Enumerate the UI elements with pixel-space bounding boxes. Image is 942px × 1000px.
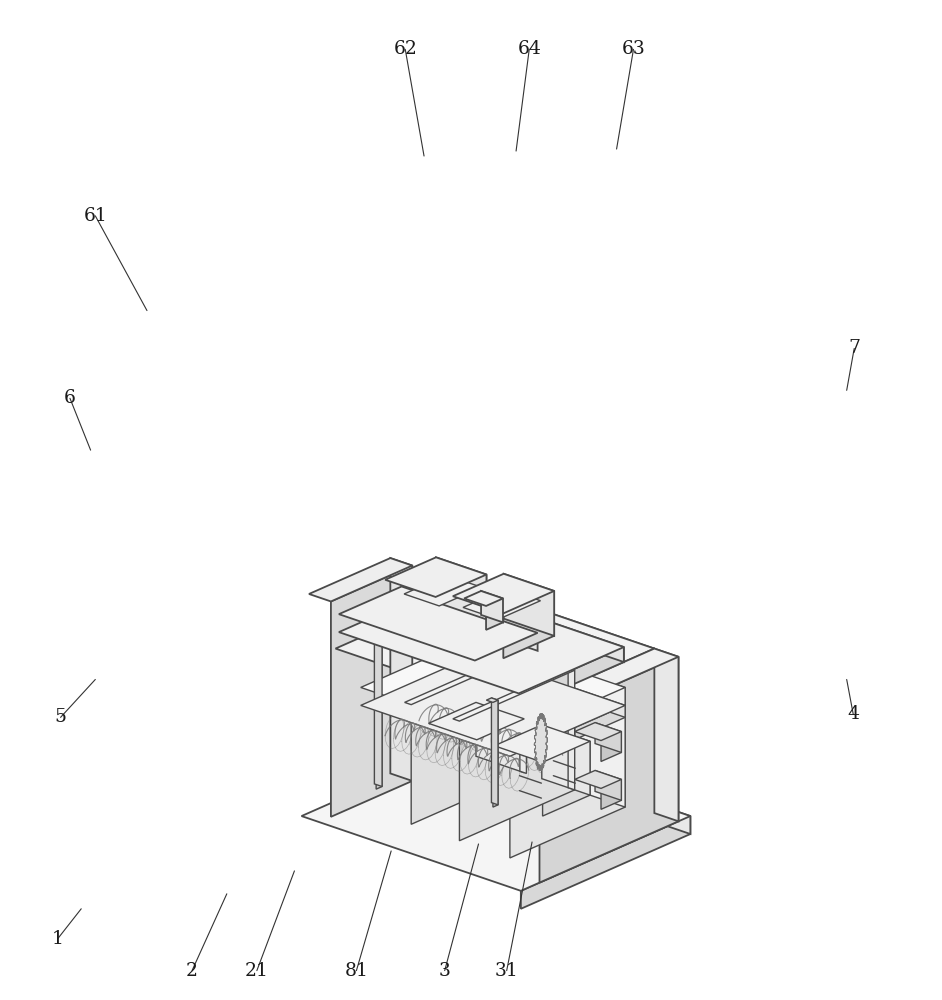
Polygon shape bbox=[475, 633, 538, 678]
Polygon shape bbox=[435, 575, 486, 642]
Polygon shape bbox=[521, 816, 690, 909]
Polygon shape bbox=[506, 589, 541, 619]
Text: 63: 63 bbox=[622, 40, 645, 58]
Polygon shape bbox=[595, 723, 622, 753]
Polygon shape bbox=[601, 732, 622, 761]
Polygon shape bbox=[519, 647, 624, 708]
Polygon shape bbox=[475, 587, 655, 813]
Text: 81: 81 bbox=[345, 962, 368, 980]
Polygon shape bbox=[361, 637, 625, 738]
Polygon shape bbox=[444, 586, 624, 662]
Polygon shape bbox=[376, 637, 382, 789]
Polygon shape bbox=[368, 634, 382, 640]
Polygon shape bbox=[429, 702, 525, 740]
Polygon shape bbox=[436, 557, 486, 619]
Polygon shape bbox=[405, 652, 527, 705]
Polygon shape bbox=[374, 634, 382, 787]
Text: 1: 1 bbox=[52, 930, 64, 948]
Text: 64: 64 bbox=[517, 40, 541, 58]
Text: 5: 5 bbox=[55, 708, 67, 726]
Polygon shape bbox=[401, 586, 538, 651]
Polygon shape bbox=[481, 591, 503, 622]
Polygon shape bbox=[595, 770, 622, 800]
Polygon shape bbox=[520, 652, 527, 773]
Polygon shape bbox=[331, 566, 413, 817]
Polygon shape bbox=[486, 698, 498, 702]
Polygon shape bbox=[568, 668, 575, 790]
Text: 4: 4 bbox=[847, 705, 859, 723]
Polygon shape bbox=[453, 574, 554, 613]
Text: 3: 3 bbox=[439, 962, 450, 980]
Text: 6: 6 bbox=[64, 389, 76, 407]
Polygon shape bbox=[447, 575, 481, 605]
Polygon shape bbox=[339, 586, 624, 693]
Polygon shape bbox=[464, 591, 503, 606]
Polygon shape bbox=[510, 687, 625, 858]
Polygon shape bbox=[540, 657, 678, 883]
Polygon shape bbox=[476, 655, 625, 717]
Polygon shape bbox=[493, 700, 498, 807]
Polygon shape bbox=[335, 587, 655, 710]
Polygon shape bbox=[575, 723, 622, 741]
Polygon shape bbox=[460, 670, 575, 841]
Polygon shape bbox=[515, 649, 655, 874]
Polygon shape bbox=[390, 558, 413, 781]
Polygon shape bbox=[339, 586, 538, 661]
Polygon shape bbox=[655, 649, 678, 821]
Polygon shape bbox=[534, 713, 547, 771]
Polygon shape bbox=[476, 637, 625, 807]
Text: 2: 2 bbox=[187, 962, 198, 980]
Polygon shape bbox=[477, 719, 525, 794]
Polygon shape bbox=[463, 589, 541, 619]
Polygon shape bbox=[495, 725, 590, 762]
Polygon shape bbox=[411, 654, 527, 824]
Polygon shape bbox=[301, 741, 690, 891]
Polygon shape bbox=[504, 574, 554, 636]
Polygon shape bbox=[510, 705, 625, 768]
Text: 21: 21 bbox=[245, 962, 268, 980]
Polygon shape bbox=[498, 601, 541, 637]
Polygon shape bbox=[453, 668, 575, 721]
Text: 61: 61 bbox=[84, 207, 107, 225]
Text: 7: 7 bbox=[848, 339, 860, 357]
Polygon shape bbox=[503, 591, 554, 658]
Polygon shape bbox=[309, 558, 413, 601]
Polygon shape bbox=[385, 557, 486, 597]
Polygon shape bbox=[476, 702, 525, 773]
Polygon shape bbox=[361, 655, 625, 756]
Polygon shape bbox=[534, 713, 547, 771]
Text: 31: 31 bbox=[495, 962, 518, 980]
Polygon shape bbox=[486, 598, 503, 630]
Polygon shape bbox=[404, 575, 481, 606]
Polygon shape bbox=[542, 725, 590, 795]
Polygon shape bbox=[575, 770, 622, 788]
Polygon shape bbox=[515, 649, 678, 718]
Polygon shape bbox=[492, 698, 498, 805]
Polygon shape bbox=[439, 587, 481, 624]
Polygon shape bbox=[601, 779, 622, 809]
Polygon shape bbox=[543, 741, 590, 816]
Polygon shape bbox=[471, 741, 690, 834]
Text: 62: 62 bbox=[394, 40, 417, 58]
